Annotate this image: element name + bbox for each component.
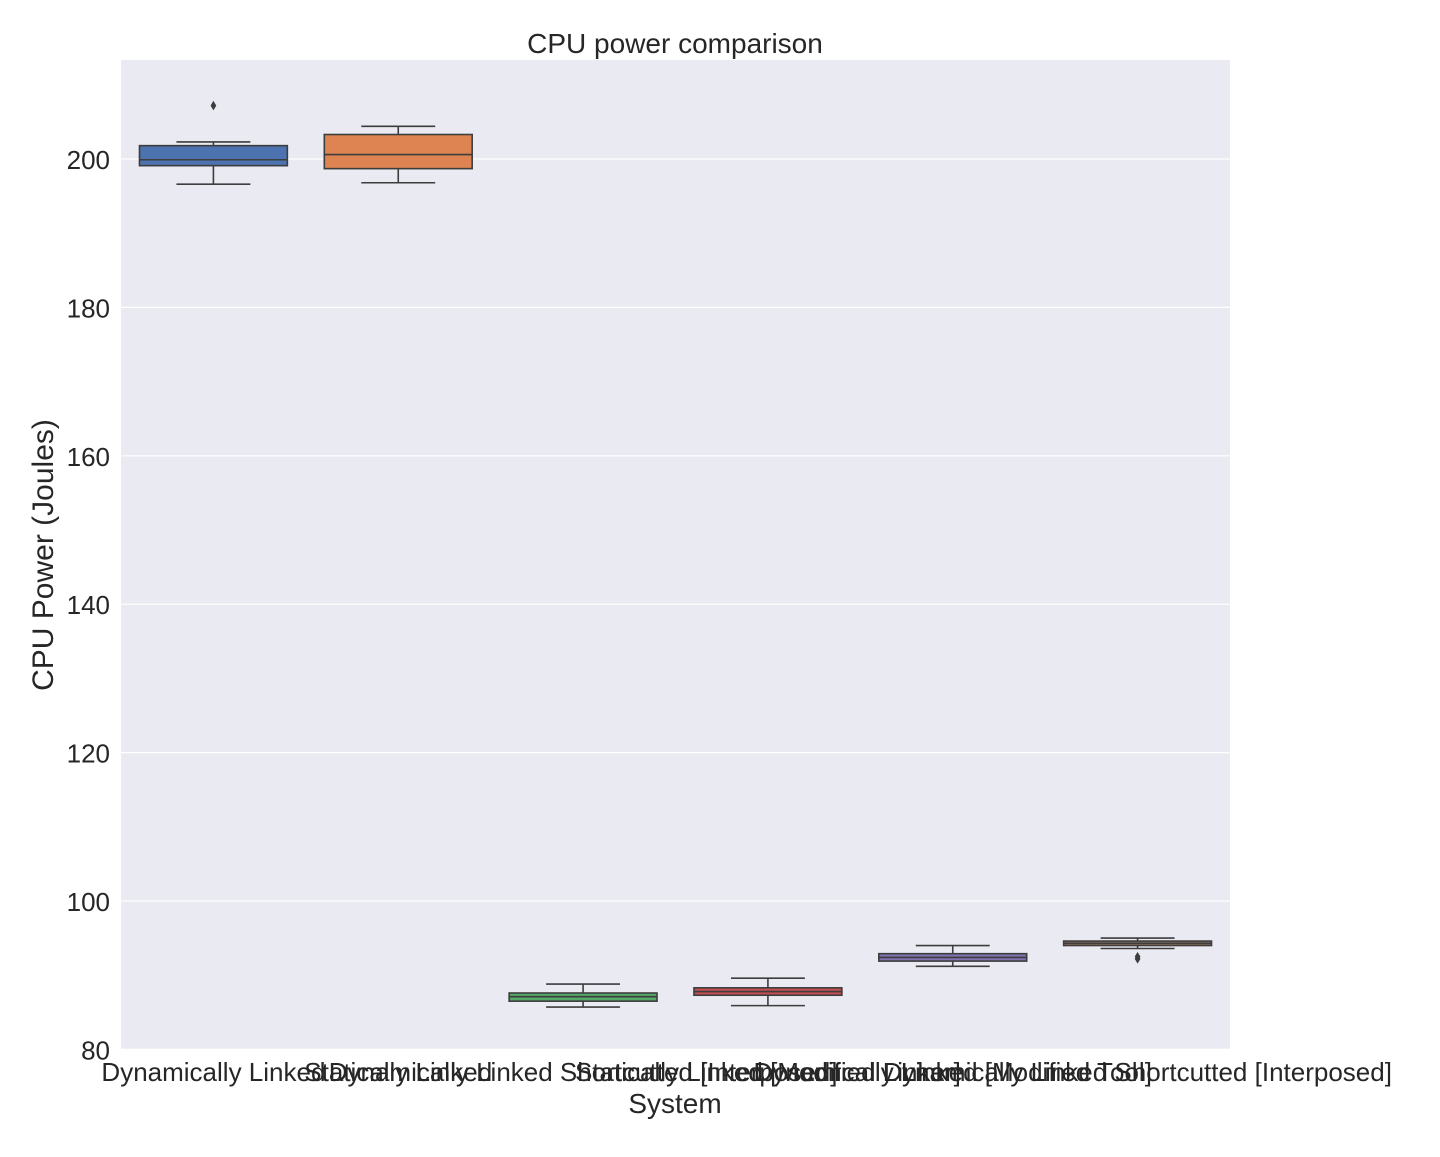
iqr-box: [138, 144, 289, 167]
x-tick-label: Dynamically Linked Shortcutted [Interpos…: [329, 1057, 838, 1087]
y-axis-label: CPU Power (Joules): [27, 419, 60, 691]
box-group: [138, 100, 289, 186]
y-tick-label: 180: [67, 293, 110, 323]
outlier-point: [210, 100, 217, 111]
y-tick-label: 160: [67, 442, 110, 472]
y-tick-label: 120: [67, 739, 110, 769]
x-tick-label: Dynamically Linked Shortcutted [Interpos…: [883, 1057, 1392, 1087]
chart-title: CPU power comparison: [527, 28, 823, 59]
grid-lines: [121, 158, 1230, 1051]
y-tick-labels: 80 100 120 140 160 180 200: [67, 145, 110, 1065]
y-tick-label: 100: [67, 887, 110, 917]
x-tick-label: Statically Linked [Modified Linker]: [575, 1057, 961, 1087]
box-group: [878, 944, 1028, 968]
box-group: [693, 977, 843, 1007]
box-group: [1062, 937, 1213, 964]
box-group: [508, 983, 658, 1008]
x-tick-label: Dynamically Linked: [101, 1057, 325, 1087]
plot-area-background: [121, 60, 1230, 1050]
x-tick-label: Dynamically Linked [Modified Tool]: [754, 1057, 1152, 1087]
outlier-point: [1134, 951, 1141, 962]
iqr-box: [323, 133, 473, 170]
x-tick-label: Statically Linked: [304, 1057, 492, 1087]
y-tick-label: 140: [67, 590, 110, 620]
boxes: [138, 100, 1213, 1008]
box-group: [323, 125, 473, 184]
y-tick-label: 200: [67, 145, 110, 175]
y-tick-label: 80: [81, 1035, 110, 1065]
x-axis-label: System: [628, 1088, 721, 1119]
